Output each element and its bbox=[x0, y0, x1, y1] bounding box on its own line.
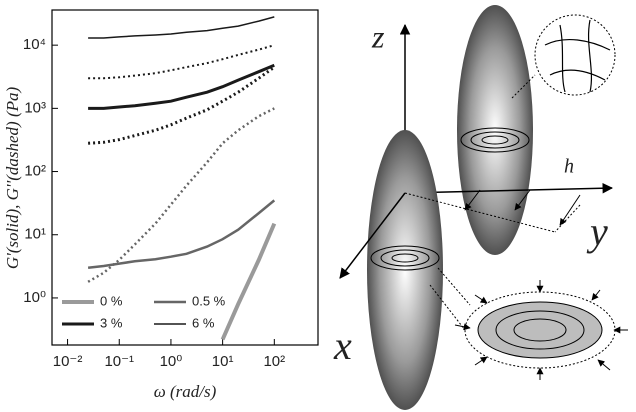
legend-label: 0 % bbox=[100, 293, 123, 308]
x-axis bbox=[339, 192, 406, 279]
vortex-back bbox=[460, 127, 530, 153]
x-axis-label: ω (rad/s) bbox=[154, 382, 217, 401]
y-label: y bbox=[586, 209, 608, 254]
plot-frame bbox=[51, 9, 319, 346]
storage-modulus-line bbox=[88, 16, 275, 39]
h-label: h bbox=[564, 156, 574, 178]
x-tick-label: 10¹ bbox=[212, 353, 234, 370]
storage-modulus-line bbox=[88, 63, 275, 110]
edge-arrows bbox=[464, 189, 581, 226]
connector2 bbox=[429, 267, 471, 331]
x-tick-label: 10⁻¹ bbox=[104, 353, 134, 370]
legend-label: 0.5 % bbox=[192, 293, 226, 308]
y-tick-label: 10⁴ bbox=[23, 36, 46, 53]
guide bbox=[404, 192, 581, 233]
y-tick-label: 10¹ bbox=[24, 226, 46, 243]
legend-label: 6 % bbox=[192, 315, 215, 330]
network-inset bbox=[534, 14, 616, 96]
y-tick-label: 10² bbox=[24, 163, 46, 180]
loss-modulus-line bbox=[87, 107, 275, 283]
x-tick-label: 10⁻² bbox=[53, 353, 83, 370]
y-axis bbox=[404, 182, 614, 194]
y-axis-label: G'(solid), G''(dashed) (Pa) bbox=[3, 87, 22, 270]
ellipsoid-back bbox=[457, 5, 533, 255]
storage-modulus-line bbox=[87, 199, 276, 270]
diagram bbox=[339, 5, 628, 410]
z-label: z bbox=[371, 18, 385, 54]
x-tick-label: 10⁰ bbox=[160, 353, 183, 370]
y-tick-label: 10³ bbox=[24, 99, 46, 116]
legend-label: 3 % bbox=[100, 315, 123, 330]
storage-modulus-line bbox=[220, 222, 277, 341]
inset-arrows bbox=[454, 280, 628, 380]
network bbox=[544, 19, 611, 93]
x-label: x bbox=[333, 323, 352, 368]
vortex-rings bbox=[495, 310, 585, 350]
loss-modulus-line bbox=[88, 44, 275, 80]
connector bbox=[511, 74, 536, 99]
loss-modulus-line bbox=[88, 65, 276, 145]
y-tick-label: 10⁰ bbox=[23, 289, 46, 306]
vortex-disc bbox=[477, 301, 603, 359]
vortex-front bbox=[370, 245, 440, 271]
x-tick-label: 10² bbox=[263, 353, 285, 370]
